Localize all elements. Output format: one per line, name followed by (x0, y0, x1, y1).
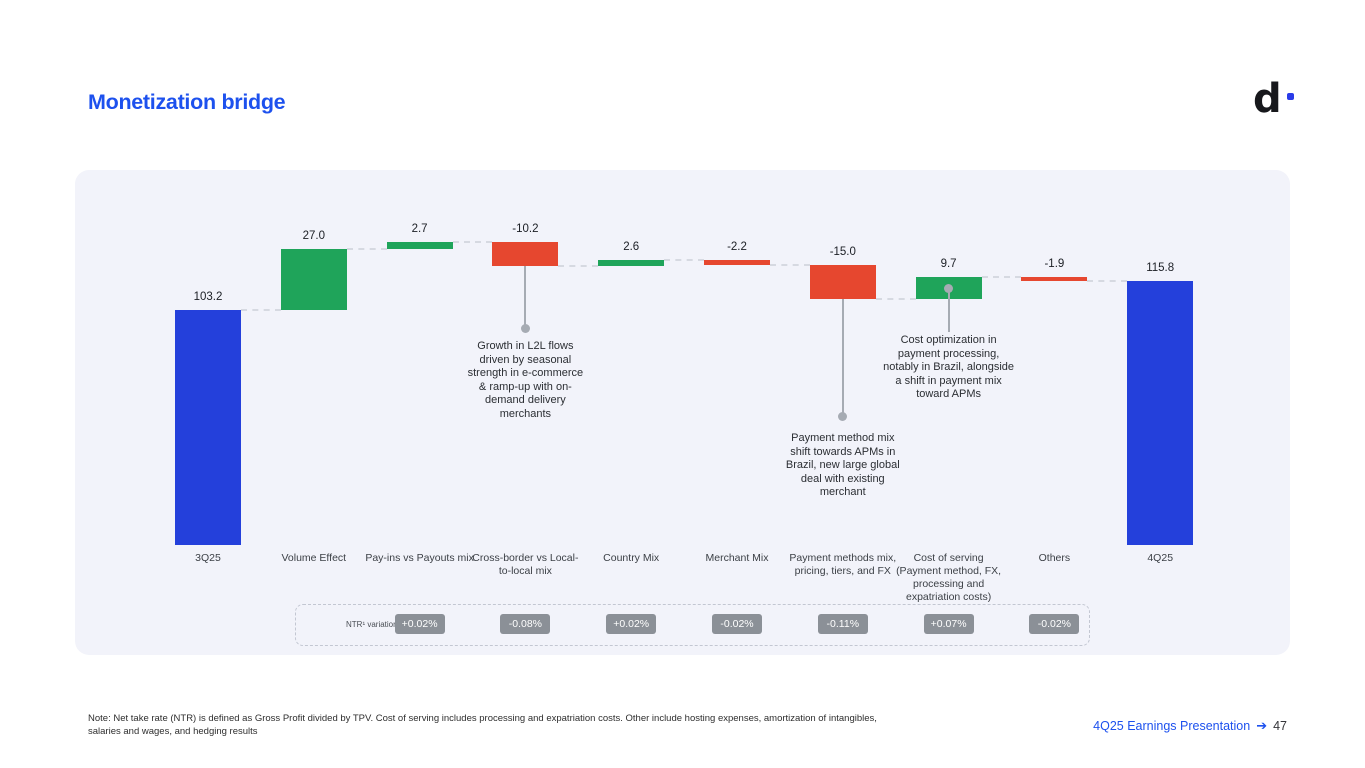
presentation-link[interactable]: 4Q25 Earnings Presentation (1093, 719, 1251, 733)
category-label: Others (1038, 552, 1071, 564)
bar-volume-effect (280, 248, 347, 310)
category-label: 3Q25 (195, 552, 221, 564)
bar-value-label: -10.2 (512, 223, 539, 236)
bar-value-label: -2.2 (727, 240, 747, 253)
waterfall-connector-line (346, 247, 387, 250)
bar-value-label: 103.2 (193, 291, 223, 303)
ntr-variation-badge: +0.07% (923, 614, 974, 634)
arrow-right-icon: ➔ (1256, 718, 1268, 733)
callout-dot (838, 412, 848, 421)
category-label: Payment methods mix, pricing, tiers, and… (789, 552, 897, 577)
category-label: Cross-border vs Local-to-local mix (472, 552, 579, 577)
bar-value-label: 2.6 (623, 240, 640, 253)
page-title: Monetization bridge (88, 90, 286, 114)
waterfall-connector-line (664, 258, 704, 261)
bar-4q25 (1127, 281, 1194, 545)
ntr-variation-badge: +0.02% (606, 614, 657, 634)
waterfall-connector-line (241, 309, 281, 311)
category-label: Country Mix (603, 552, 660, 564)
category-label: Pay-ins vs Payouts mix (365, 552, 474, 564)
category-label: Volume Effect (281, 552, 347, 564)
bar-value-label: -1.9 (1044, 257, 1065, 270)
callout-connector-line (947, 288, 950, 332)
waterfall-chart: NTR¹ variation 103.2 3Q25 27.0 Volume Effec… (75, 170, 1290, 655)
ntr-variation-badge: -0.02% (1029, 614, 1080, 634)
footer-pagination: 4Q25 Earnings Presentation ➔ 47 (1093, 718, 1287, 734)
ntr-variation-badge: +0.02% (394, 614, 445, 634)
bar-payins-vs-payouts-mix (386, 242, 453, 249)
callout-dot (520, 324, 530, 333)
waterfall-connector-line (875, 297, 916, 300)
callout-text: Cost optimization in payment processing,… (883, 334, 1015, 400)
category-label: Cost of serving (Payment method, FX, pro… (896, 552, 1002, 603)
bar-payment-methods-mix-pricing-tiers-fx (809, 264, 876, 299)
callout-text: Growth in L2L flows driven by seasonal s… (467, 340, 584, 420)
waterfall-connector-line (1087, 280, 1128, 283)
ntr-variation-badge: -0.11% (817, 614, 868, 634)
bar-cross-border-vs-local-to-local-mix (492, 242, 559, 266)
bar-value-label: 27.0 (302, 229, 325, 242)
callout-text: Payment method mix shift towards APMs in… (785, 432, 900, 498)
logo-dot-icon (1286, 93, 1294, 100)
chart-panel: NTR¹ variation 103.2 3Q25 27.0 Volume Effec… (75, 170, 1290, 655)
bar-country-mix (598, 259, 665, 266)
ntr-variation-badge: -0.08% (500, 614, 551, 634)
callout-connector-line (841, 299, 844, 416)
page-number: 47 (1273, 719, 1287, 733)
bar-3q25 (175, 310, 241, 545)
ntr-variation-box: NTR¹ variation (295, 604, 1090, 646)
logo-letter: d (1253, 76, 1282, 122)
waterfall-connector-line (452, 241, 493, 244)
waterfall-connector-line (981, 275, 1022, 278)
bar-others (1021, 276, 1088, 282)
bar-value-label: -15.0 (829, 245, 856, 258)
callout-connector-line (524, 266, 527, 328)
bar-value-label: 9.7 (940, 257, 957, 270)
category-label: 4Q25 (1147, 552, 1174, 564)
bar-value-label: 115.8 (1146, 262, 1175, 275)
dlocal-logo: d (1253, 76, 1294, 122)
waterfall-connector-line (770, 263, 810, 266)
ntr-variation-label: NTR¹ variation (346, 620, 398, 629)
bar-value-label: 2.7 (411, 223, 428, 236)
callout-dot (944, 284, 954, 293)
ntr-variation-badge: -0.02% (712, 614, 762, 634)
footnote: Note: Net take rate (NTR) is defined as … (88, 713, 877, 737)
bar-merchant-mix (704, 259, 770, 265)
waterfall-connector-line (558, 264, 599, 267)
category-label: Merchant Mix (705, 552, 769, 564)
